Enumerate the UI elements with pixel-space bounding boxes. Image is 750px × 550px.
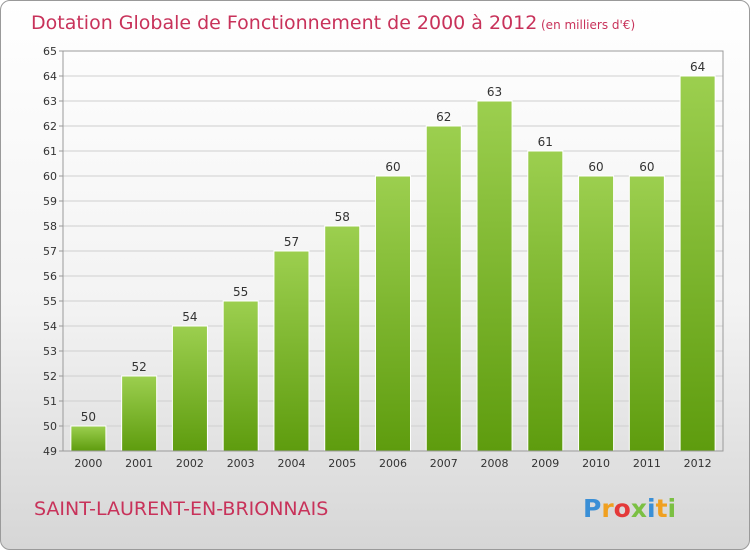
bar-2001 [121,375,158,452]
value-label: 55 [233,285,248,299]
value-label: 60 [385,160,400,174]
value-label: 54 [182,310,197,324]
y-tick-label: 56 [43,270,57,283]
x-tick-label: 2001 [125,457,153,470]
x-tick-label: 2002 [176,457,204,470]
place-name: SAINT-LAURENT-EN-BRIONNAIS [34,498,328,520]
x-tick-label: 2012 [684,457,712,470]
value-label: 52 [132,360,147,374]
value-label: 62 [436,110,451,124]
x-tick-label: 2004 [277,457,305,470]
y-tick-label: 54 [43,320,57,333]
y-tick-label: 61 [43,145,57,158]
bar-2011 [628,175,665,452]
value-label: 63 [487,85,502,99]
proxiti-logo: Proxiti [583,494,676,523]
y-tick-label: 52 [43,370,57,383]
logo-letter: o [614,494,631,523]
x-tick-label: 2007 [430,457,458,470]
value-label: 50 [81,410,96,424]
bar-2010 [578,175,615,452]
x-tick-label: 2005 [328,457,356,470]
bar-2008 [476,100,513,452]
bar-2000 [70,425,107,452]
value-labels: 50 52 54 55 57 58 60 62 63 61 60 60 64 [81,60,706,424]
logo-letter: i [647,494,656,523]
chart-subtitle: (en milliers d'€) [541,18,635,32]
y-tick-label: 50 [43,420,57,433]
y-tick-label: 60 [43,170,57,183]
chart-title: Dotation Globale de Fonctionnement de 20… [31,12,537,34]
y-tick-label: 53 [43,345,57,358]
x-tick-label: 2006 [379,457,407,470]
bar-2006 [374,175,412,452]
value-label: 61 [538,135,553,149]
y-tick-label: 64 [43,70,57,83]
logo-letter: r [601,494,614,523]
bars [70,75,716,452]
y-tick-label: 57 [43,245,57,258]
x-tick-label: 2011 [633,457,661,470]
logo-letter: x [631,494,647,523]
logo-letter: P [583,494,601,523]
y-tick-label: 62 [43,120,57,133]
bar-2009 [527,150,564,452]
value-label: 60 [588,160,603,174]
y-tick-label: 55 [43,295,57,308]
bar-2003 [222,300,259,452]
x-tick-label: 2008 [481,457,509,470]
value-label: 64 [690,60,705,74]
bar-2012 [679,75,716,452]
x-tick-label: 2003 [227,457,255,470]
y-axis: 49 50 51 52 53 54 55 56 57 58 59 60 61 62 63 64 65 [43,45,63,458]
value-label: 58 [335,210,350,224]
bar-2007 [425,125,462,452]
bar-2005 [324,225,361,452]
x-tick-label: 2009 [531,457,559,470]
x-tick-label: 2010 [582,457,610,470]
y-tick-label: 58 [43,220,57,233]
x-axis: 2000 2001 2002 2003 2004 2005 2006 2007 2008 2009… [74,457,711,470]
bar-2004 [273,250,310,452]
bar-2002 [171,325,208,452]
x-tick-label: 2000 [74,457,102,470]
y-tick-label: 59 [43,195,57,208]
logo-letter: i [668,494,677,523]
y-tick-label: 65 [43,45,57,58]
logo-letter: t [656,494,668,523]
value-label: 57 [284,235,299,249]
value-label: 60 [639,160,654,174]
plot-area [62,50,724,452]
y-tick-label: 63 [43,95,57,108]
y-tick-label: 51 [43,395,57,408]
y-tick-label: 49 [43,445,57,458]
